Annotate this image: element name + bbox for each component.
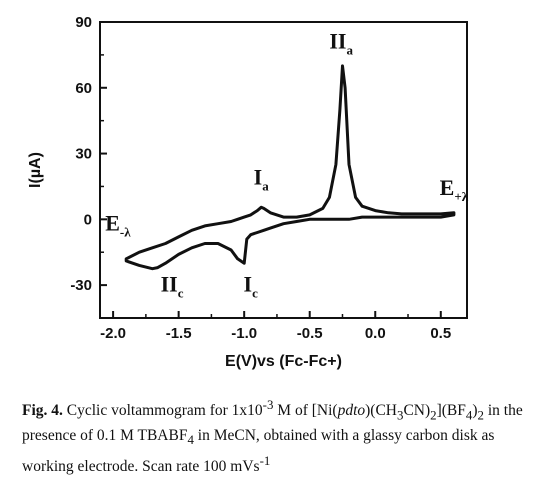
y-tick-label: 90 [75,14,92,31]
peak-annotation: Ic [244,272,259,301]
x-tick-label: 0.0 [365,325,386,342]
x-axis-title: E(V)vs (Fc-Fc+) [225,353,342,370]
x-tick-label: -1.5 [166,325,192,342]
caption-text: CN) [403,402,431,420]
caption-superscript: -3 [262,397,274,412]
caption-text: M of [Ni( [273,402,338,420]
plot-frame [99,21,468,319]
y-tick-label: 30 [75,146,92,163]
caption-superscript: -1 [259,453,271,469]
y-tick-label: 0 [84,211,92,228]
cyclic-voltammogram-chart: -2.0 -1.5 -1.0 -0.5 0.0 0.5 -30 0 30 60 90 E(V)vs … [27,14,469,370]
peak-annotation: E-λ [105,210,131,239]
caption-text: ](BF [436,402,466,420]
peak-annotation: IIa [329,28,353,57]
caption-text: ) [472,402,478,420]
peak-annotation-subscript: a [346,42,353,57]
cv-curve [124,64,456,271]
caption-text: )(CH [365,402,397,420]
chart-axes [99,21,468,319]
y-tick-label: -30 [70,277,92,294]
y-axis-title: I(µA) [27,152,44,188]
caption-subscript: 2 [430,407,437,423]
caption-subscript: 2 [477,407,484,423]
peak-annotation: E+λ [440,175,469,204]
chart-ticks: -2.0 -1.5 -1.0 -0.5 0.0 0.5 -30 0 30 60 90 [70,14,451,342]
y-tick-label: 60 [75,80,92,97]
chart-series [124,64,456,271]
x-tick-label: -2.0 [100,325,126,342]
peak-annotation-subscript: c [252,286,258,301]
caption-text: in the presence of 0.1 M TBABF [22,402,523,445]
peak-annotation-subscript: a [262,178,269,193]
peak-annotation-subscript: c [178,286,184,301]
x-tick-label: -0.5 [297,325,323,342]
caption-figure-number: Fig. 4. [22,402,63,420]
caption-ligand: pdto [337,402,366,420]
caption-subscript: 4 [465,407,473,423]
peak-annotation-subscript: -λ [120,224,131,239]
peak-annotation: IIc [161,272,184,301]
x-tick-label: 0.5 [430,325,451,342]
peak-annotation-subscript: +λ [454,189,468,204]
figure-caption: Fig. 4. Cyclic voltammogram for 1x10-3 M… [22,394,527,478]
caption-text: Cyclic voltammogram for 1x10 [62,402,263,420]
peak-annotation: Ia [254,164,270,193]
caption-subscript: 3 [397,407,404,423]
caption-subscript: 4 [187,432,194,448]
x-tick-label: -1.0 [231,325,257,342]
